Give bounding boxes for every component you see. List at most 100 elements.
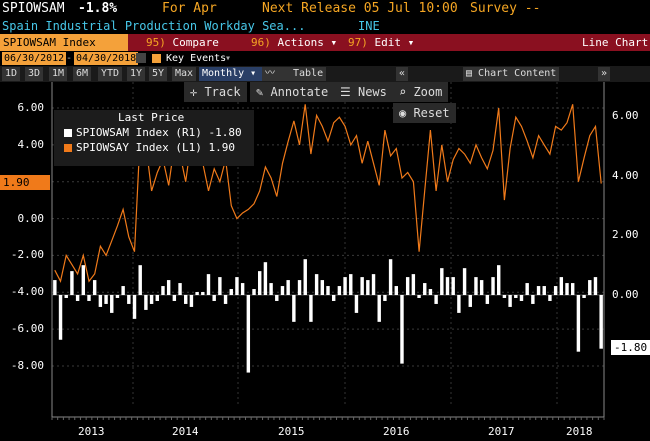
header-description-row: Spain Industrial Production Workday Sea.…: [0, 18, 650, 34]
bar: [337, 286, 342, 295]
line-chart-icon[interactable]: 〰: [262, 67, 290, 81]
zoom-button[interactable]: ⌕ Zoom: [393, 82, 449, 102]
legend-swatch: [64, 144, 72, 152]
bar: [104, 295, 108, 304]
bar: [508, 295, 512, 307]
x-tick-label: 2018: [566, 425, 593, 438]
period-1m[interactable]: 1M: [49, 67, 68, 81]
bar: [138, 265, 142, 295]
bar: [195, 292, 199, 295]
frequency-dropdown[interactable]: Monthly ▾: [199, 67, 263, 81]
track-button[interactable]: ✛ Track: [184, 82, 247, 102]
next-release: Next Release 05 Jul 10:00: [262, 1, 458, 16]
bar: [269, 283, 273, 295]
end-date-field[interactable]: 04/30/2018: [74, 52, 139, 65]
calendar-icon[interactable]: [136, 53, 146, 63]
bar: [263, 262, 268, 295]
left-tick-label: -2.00: [10, 248, 44, 262]
ticker-field[interactable]: SPIOWSAM Index: [0, 34, 128, 51]
left-tick-label: -4.00: [10, 285, 44, 299]
bar: [462, 268, 467, 295]
bar: [297, 280, 302, 295]
annotate-button[interactable]: ✎ Annotate: [250, 82, 335, 102]
bar: [451, 277, 455, 295]
chart-content-button[interactable]: ▤ Chart Content: [463, 67, 560, 81]
bar: [292, 295, 296, 322]
x-tick-label: 2013: [78, 425, 105, 438]
bar: [394, 286, 398, 295]
period-1y[interactable]: 1Y: [127, 67, 146, 81]
bar: [354, 295, 359, 313]
bar: [286, 280, 290, 295]
news-button[interactable]: ☰ News: [334, 82, 393, 102]
bar: [599, 295, 603, 349]
bar: [479, 280, 484, 295]
period-6m[interactable]: 6M: [73, 67, 92, 81]
right-tick-label: 0.00: [612, 288, 639, 301]
bar: [149, 295, 154, 304]
start-date-field[interactable]: 06/30/2012: [2, 52, 67, 65]
x-tick-label: 2017: [488, 425, 515, 438]
bar: [445, 277, 450, 295]
edit-menu[interactable]: 97) Edit ▾: [348, 36, 415, 49]
left-last-value-tag: 1.90: [0, 175, 50, 190]
bar: [400, 295, 404, 364]
bar: [428, 289, 433, 295]
bar: [184, 295, 188, 304]
bar: [366, 280, 370, 295]
period-ytd[interactable]: YTD: [98, 67, 123, 81]
bar: [172, 295, 177, 301]
bar: [491, 277, 495, 295]
bar: [98, 295, 103, 307]
bar: [201, 292, 205, 295]
bar: [519, 295, 524, 301]
bar: [553, 286, 558, 295]
security-description: Spain Industrial Production Workday Sea.…: [2, 19, 306, 33]
chart-area[interactable]: [0, 82, 650, 441]
bar: [155, 295, 159, 301]
actions-menu[interactable]: 96) Actions ▾: [251, 36, 338, 49]
bar: [235, 277, 239, 295]
bar: [75, 295, 80, 301]
left-tick-label: 6.00: [17, 101, 45, 114]
bar: [377, 295, 381, 322]
bar: [303, 259, 307, 295]
period-5y[interactable]: 5Y: [149, 67, 168, 81]
bar: [485, 295, 490, 304]
bar: [326, 286, 330, 295]
period-max[interactable]: Max: [172, 67, 197, 81]
bar: [246, 295, 251, 373]
left-tick-label: -6.00: [10, 322, 44, 336]
bar: [360, 277, 364, 295]
key-events-checkbox[interactable]: [152, 54, 161, 63]
bar: [218, 277, 222, 295]
bar: [570, 283, 575, 295]
bar: [559, 277, 564, 295]
bar: [166, 280, 171, 295]
bar: [457, 295, 461, 313]
legend-swatch: [64, 129, 72, 137]
function-toolbar: SPIOWSAM Index 95) Compare 96) Actions ▾…: [0, 34, 650, 51]
chevron-down-icon[interactable]: ▾: [225, 53, 232, 64]
left-tick-label: 4.00: [17, 137, 45, 151]
table-button[interactable]: Table: [290, 67, 327, 81]
bar: [115, 295, 120, 298]
bar: [223, 295, 228, 304]
bar: [349, 274, 353, 295]
bar: [423, 283, 427, 295]
bar: [314, 274, 319, 295]
for-period: For Apr: [162, 1, 217, 16]
bar: [474, 277, 478, 295]
period-1d[interactable]: 1D: [2, 67, 21, 81]
period-3d[interactable]: 3D: [25, 67, 44, 81]
expand-right-icon[interactable]: »: [598, 67, 611, 81]
chart-type-label[interactable]: Line Chart: [582, 36, 649, 49]
compare-button[interactable]: 95) Compare: [146, 36, 219, 49]
right-tick-label: 2.00: [612, 228, 639, 242]
bar: [542, 286, 546, 295]
right-last-value-tag: -1.80: [611, 340, 650, 355]
reset-button[interactable]: ◉ Reset: [393, 103, 456, 123]
collapse-left-icon[interactable]: «: [396, 67, 409, 81]
x-tick-label: 2016: [383, 425, 410, 438]
bar: [212, 295, 216, 301]
